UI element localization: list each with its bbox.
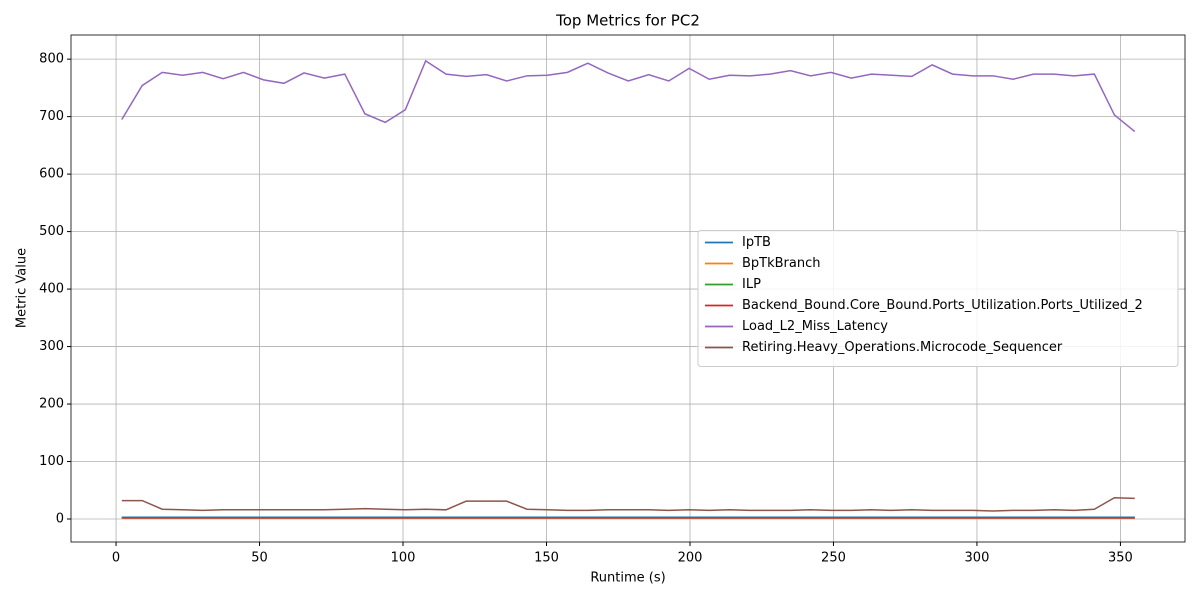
x-tick-label: 100 [391, 551, 416, 566]
y-tick-label: 100 [39, 454, 64, 469]
series-line [121, 59, 1136, 133]
x-tick-label: 0 [112, 551, 120, 566]
x-tick-label: 150 [534, 551, 559, 566]
x-tick-label: 50 [251, 551, 268, 566]
legend-label: Retiring.Heavy_Operations.Microcode_Sequ… [742, 340, 1063, 355]
x-tick-label: 250 [821, 551, 846, 566]
legend-box [697, 230, 1179, 367]
legend-label: IpTB [742, 235, 771, 250]
legend-label: BpTkBranch [742, 256, 821, 271]
y-axis-label: Metric Value [15, 248, 30, 328]
legend-label: Load_L2_Miss_Latency [742, 319, 888, 334]
legend: IpTB BpTkBranch ILP Backend_Bound.Core_Boun… [697, 230, 1179, 367]
plot-frame [70, 34, 1186, 543]
x-tick-label: 350 [1108, 551, 1133, 566]
y-tick-label: 300 [39, 339, 64, 354]
x-tick-label: 200 [678, 551, 703, 566]
y-tick-label: 500 [39, 224, 64, 239]
x-tick-label: 300 [965, 551, 990, 566]
x-axis-label: Runtime (s) [590, 571, 665, 586]
legend-label: Backend_Bound.Core_Bound.Ports_Utilizati… [742, 298, 1143, 313]
series-line [121, 496, 1135, 512]
y-tick-label: 800 [39, 52, 64, 67]
y-tick-label: 700 [39, 109, 64, 124]
y-tick-label: 200 [39, 397, 64, 412]
legend-label: ILP [742, 277, 761, 292]
y-tick-label: 400 [39, 282, 64, 297]
y-tick-label: 0 [56, 512, 64, 527]
y-tick-label: 600 [39, 167, 64, 182]
chart-title: Top Metrics for PC2 [555, 12, 700, 30]
